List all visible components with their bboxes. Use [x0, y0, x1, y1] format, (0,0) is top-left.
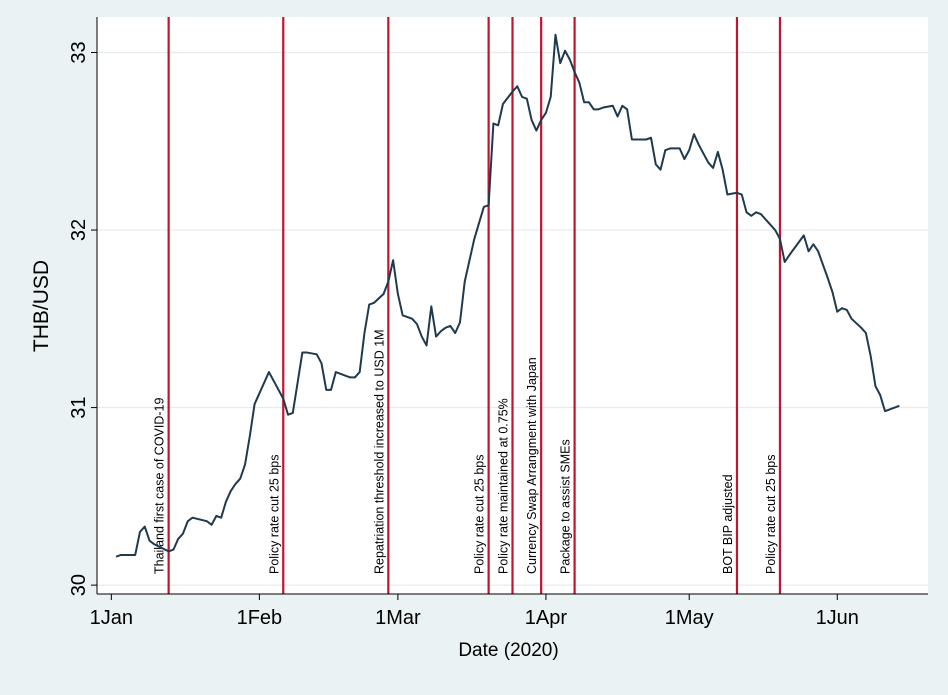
x-tick-label: 1Feb: [237, 607, 283, 629]
event-label: BOT BIP adjusted: [721, 474, 735, 574]
x-tick-label: 1May: [665, 607, 714, 629]
event-label: Policy rate cut 25 bps: [473, 454, 487, 574]
x-tick-label: 1Jun: [816, 607, 859, 629]
event-label: Package to assist SMEs: [559, 439, 573, 574]
event-label: Policy rate maintained at 0.75%: [497, 398, 511, 574]
series-line: [115, 33, 900, 558]
event-markers: Thailand first case of COVID-19 Policy ra…: [153, 17, 782, 594]
event-label: Policy rate cut 25 bps: [267, 454, 281, 574]
event-label: Policy rate cut 25 bps: [764, 454, 778, 574]
x-axis-title: Date (2020): [458, 640, 558, 661]
x-tick-label: 1Jan: [90, 607, 133, 629]
event-label: Thailand first case of COVID-19: [153, 397, 167, 574]
y-tick-label: 31: [68, 396, 90, 418]
x-tick-label: 1Mar: [375, 607, 421, 629]
y-tick-label: 32: [68, 219, 90, 241]
y-tick-label: 33: [68, 41, 90, 63]
event-label: Currency Swap Arrangment with Japan: [525, 357, 539, 574]
axes: 30 31 32 33 1Jan 1Feb 1Mar 1Apr 1May 1Jun: [68, 17, 928, 629]
y-tick-label: 30: [68, 574, 90, 596]
y-axis-title: THB/USD: [30, 260, 53, 352]
event-label: Repatriation threshold increased to USD …: [372, 329, 386, 574]
series-layer: [115, 33, 900, 558]
x-tick-label: 1Apr: [525, 607, 568, 629]
